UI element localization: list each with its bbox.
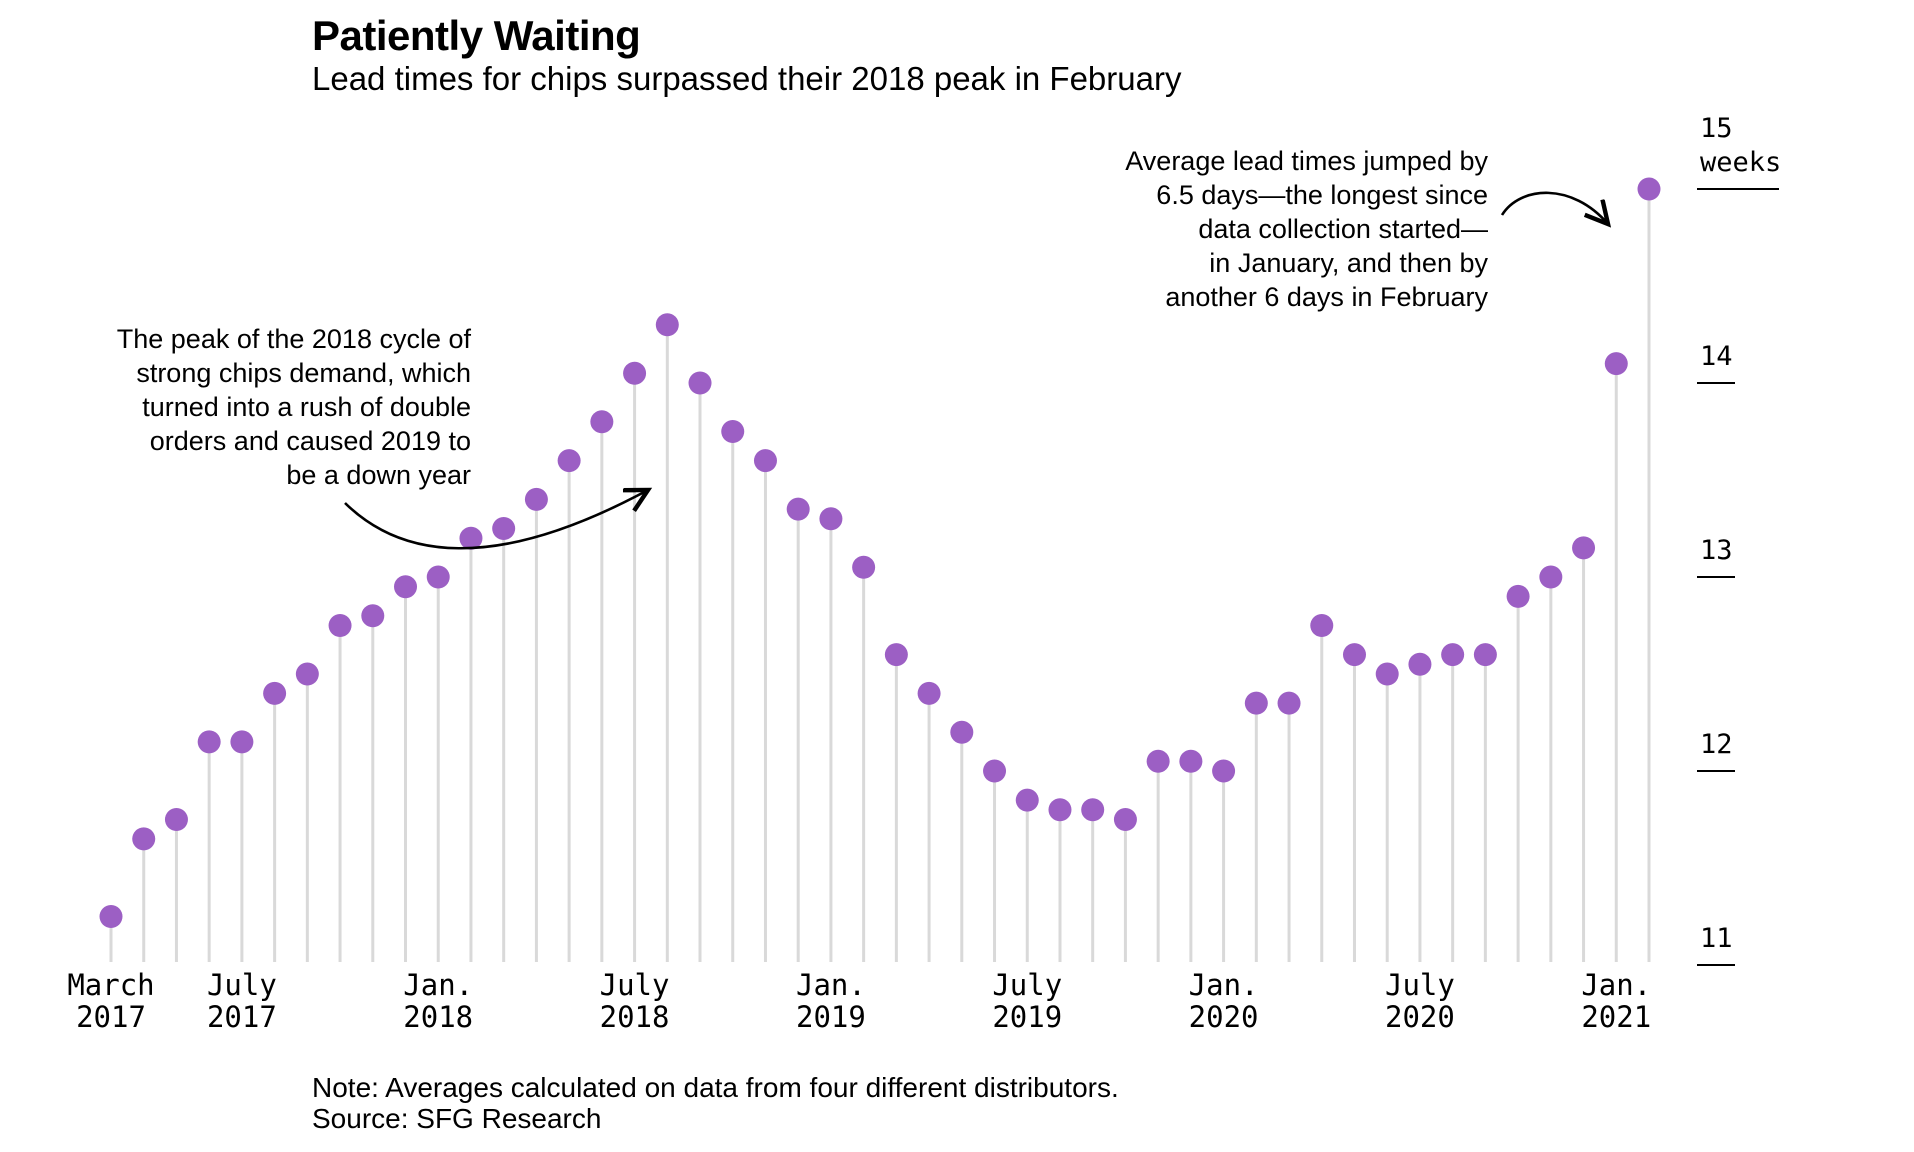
x-tick-label: Jan. [1581, 968, 1651, 1002]
data-point [1146, 749, 1170, 773]
data-point [230, 730, 254, 754]
data-point [1048, 798, 1072, 822]
data-point [983, 759, 1007, 783]
x-tick-label-year: 2020 [1385, 1000, 1455, 1034]
data-point [655, 313, 679, 337]
x-tick-label-year: 2017 [76, 1000, 146, 1034]
data-point [819, 507, 843, 531]
y-tick-label: 12 [1700, 729, 1733, 760]
data-point [1113, 808, 1137, 831]
x-tick-label-year: 2019 [992, 1000, 1062, 1034]
x-tick-label: Jan. [1189, 968, 1259, 1002]
x-tick-label: July [600, 968, 670, 1002]
data-point [1277, 691, 1301, 715]
data-point [688, 371, 712, 395]
data-point [721, 420, 745, 443]
x-tick-label: July [1385, 968, 1455, 1002]
stems-layer [109, 189, 1651, 962]
x-tick-label: July [992, 968, 1062, 1002]
data-point [99, 905, 123, 928]
data-point [524, 487, 548, 511]
x-tick-label: July [207, 968, 277, 1002]
data-point [786, 497, 810, 521]
data-point [753, 449, 777, 473]
x-tick-label: Jan. [403, 968, 473, 1002]
y-tick-label: 14 [1700, 341, 1733, 372]
data-point [852, 555, 876, 579]
data-point [1375, 662, 1399, 686]
data-point [132, 827, 156, 851]
data-point [1473, 643, 1497, 667]
data-point [295, 662, 319, 686]
data-point [1244, 691, 1268, 715]
data-point [1212, 759, 1236, 783]
x-tick-label-year: 2017 [207, 1000, 277, 1034]
data-point [1342, 643, 1366, 667]
data-point [1179, 749, 1203, 773]
data-point [394, 575, 418, 599]
data-point [1637, 177, 1661, 201]
data-point [1310, 614, 1334, 637]
y-tick-label: 15 [1700, 113, 1733, 144]
data-point [1015, 788, 1039, 812]
x-tick-label: March [67, 968, 154, 1002]
data-point [557, 449, 581, 473]
x-tick-label-year: 2019 [796, 1000, 866, 1034]
data-point [1506, 584, 1530, 608]
data-point [1539, 565, 1563, 589]
data-point [459, 526, 483, 550]
data-point [197, 730, 221, 754]
annotation-feb-2021: Average lead times jumped by 6.5 days—th… [1125, 146, 1488, 312]
dots-layer [99, 177, 1661, 928]
x-tick-label-year: 2021 [1581, 1000, 1651, 1034]
data-point [1441, 643, 1465, 667]
chart-subtitle: Lead times for chips surpassed their 201… [312, 60, 1182, 97]
data-point [623, 361, 647, 385]
data-point [1081, 798, 1105, 822]
data-point [328, 614, 352, 637]
data-point [361, 604, 385, 628]
data-point [164, 808, 188, 831]
data-point [1408, 652, 1432, 676]
y-tick-label: 11 [1700, 923, 1733, 954]
data-point [884, 643, 908, 667]
data-point [917, 681, 941, 705]
data-point [950, 720, 974, 744]
data-point [426, 565, 450, 589]
chart-source: Source: SFG Research [312, 1103, 602, 1134]
x-tick-label-year: 2020 [1189, 1000, 1259, 1034]
data-point [1572, 536, 1596, 560]
y-axis-unit-label: weeks [1700, 147, 1781, 178]
x-tick-label: Jan. [796, 968, 866, 1002]
annotation-2018-peak: The peak of the 2018 cycle of strong chi… [116, 324, 471, 490]
y-tick-label: 13 [1700, 535, 1733, 566]
annotation-arrow-feb-2021 [1500, 191, 1608, 224]
annotation-arrow-2018-peak [344, 490, 648, 550]
chart-note: Note: Averages calculated on data from f… [312, 1072, 1119, 1103]
chart-title: Patiently Waiting [312, 12, 641, 59]
x-tick-label-year: 2018 [403, 1000, 473, 1034]
data-point [492, 517, 516, 540]
data-point [263, 681, 287, 705]
axis-layer: 15weeks14131211March2017July2017Jan.2018… [67, 113, 1781, 1034]
data-point [590, 410, 614, 434]
x-tick-label-year: 2018 [600, 1000, 670, 1034]
data-point [1604, 352, 1628, 376]
